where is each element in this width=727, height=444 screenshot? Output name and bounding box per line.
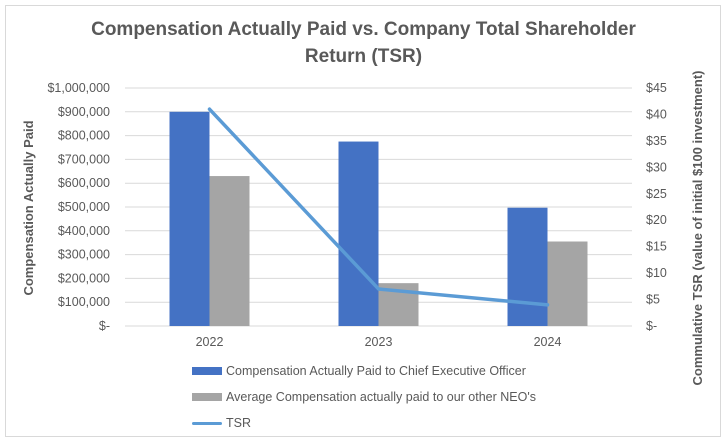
legend-item-neo: Average Compensation actually paid to ou… <box>192 384 536 410</box>
x-tick-label: 2022 <box>196 335 224 349</box>
y2-tick-label: $40 <box>646 107 667 121</box>
y-axis-title: Compensation Actually Paid <box>21 120 36 295</box>
legend-label-tsr: TSR <box>226 416 251 430</box>
y2-tick-label: $45 <box>646 81 667 95</box>
bar-ceo-2023 <box>338 141 379 326</box>
y-tick-label: $400,000 <box>58 224 110 238</box>
legend-item-ceo: Compensation Actually Paid to Chief Exec… <box>192 358 536 384</box>
legend-label-neo: Average Compensation actually paid to ou… <box>226 390 536 404</box>
y-tick-label: $700,000 <box>58 152 110 166</box>
y2-tick-label: $20 <box>646 213 667 227</box>
y-tick-label: $800,000 <box>58 129 110 143</box>
y2-tick-label: $5 <box>646 293 660 307</box>
chart-title-line-1: Compensation Actually Paid vs. Company T… <box>91 19 636 40</box>
bar-neo-2024 <box>547 241 588 326</box>
legend: Compensation Actually Paid to Chief Exec… <box>192 358 536 436</box>
y-tick-label: $1,000,000 <box>47 81 110 95</box>
y-tick-label: $500,000 <box>58 200 110 214</box>
y-tick-label: $200,000 <box>58 271 110 285</box>
y2-tick-label: $10 <box>646 266 667 280</box>
y-tick-label: $100,000 <box>58 295 110 309</box>
x-tick-label: 2024 <box>534 335 562 349</box>
x-tick-label: 2023 <box>365 335 393 349</box>
y2-tick-label: $15 <box>646 240 667 254</box>
y-tick-label: $300,000 <box>58 248 110 262</box>
legend-label-ceo: Compensation Actually Paid to Chief Exec… <box>226 364 526 378</box>
y2-axis-title: Commulative TSR (value of initial $100 i… <box>690 71 705 386</box>
bar-neo-2022 <box>209 176 250 326</box>
y-tick-label: $600,000 <box>58 176 110 190</box>
y2-tick-label: $- <box>646 319 657 333</box>
y-tick-label: $900,000 <box>58 105 110 119</box>
y2-tick-label: $25 <box>646 187 667 201</box>
y2-tick-label: $30 <box>646 160 667 174</box>
y2-tick-label: $35 <box>646 134 667 148</box>
chart-title-line-2: Return (TSR) <box>304 46 423 67</box>
legend-swatch-ceo <box>192 367 222 375</box>
chart-title: Compensation Actually Paid vs. Company T… <box>0 16 727 70</box>
legend-swatch-tsr <box>192 421 222 425</box>
bar-ceo-2022 <box>169 111 210 326</box>
y-tick-label: $- <box>99 319 110 333</box>
legend-swatch-neo <box>192 393 222 401</box>
bar-ceo-2024 <box>507 207 548 326</box>
legend-item-tsr: TSR <box>192 410 536 436</box>
